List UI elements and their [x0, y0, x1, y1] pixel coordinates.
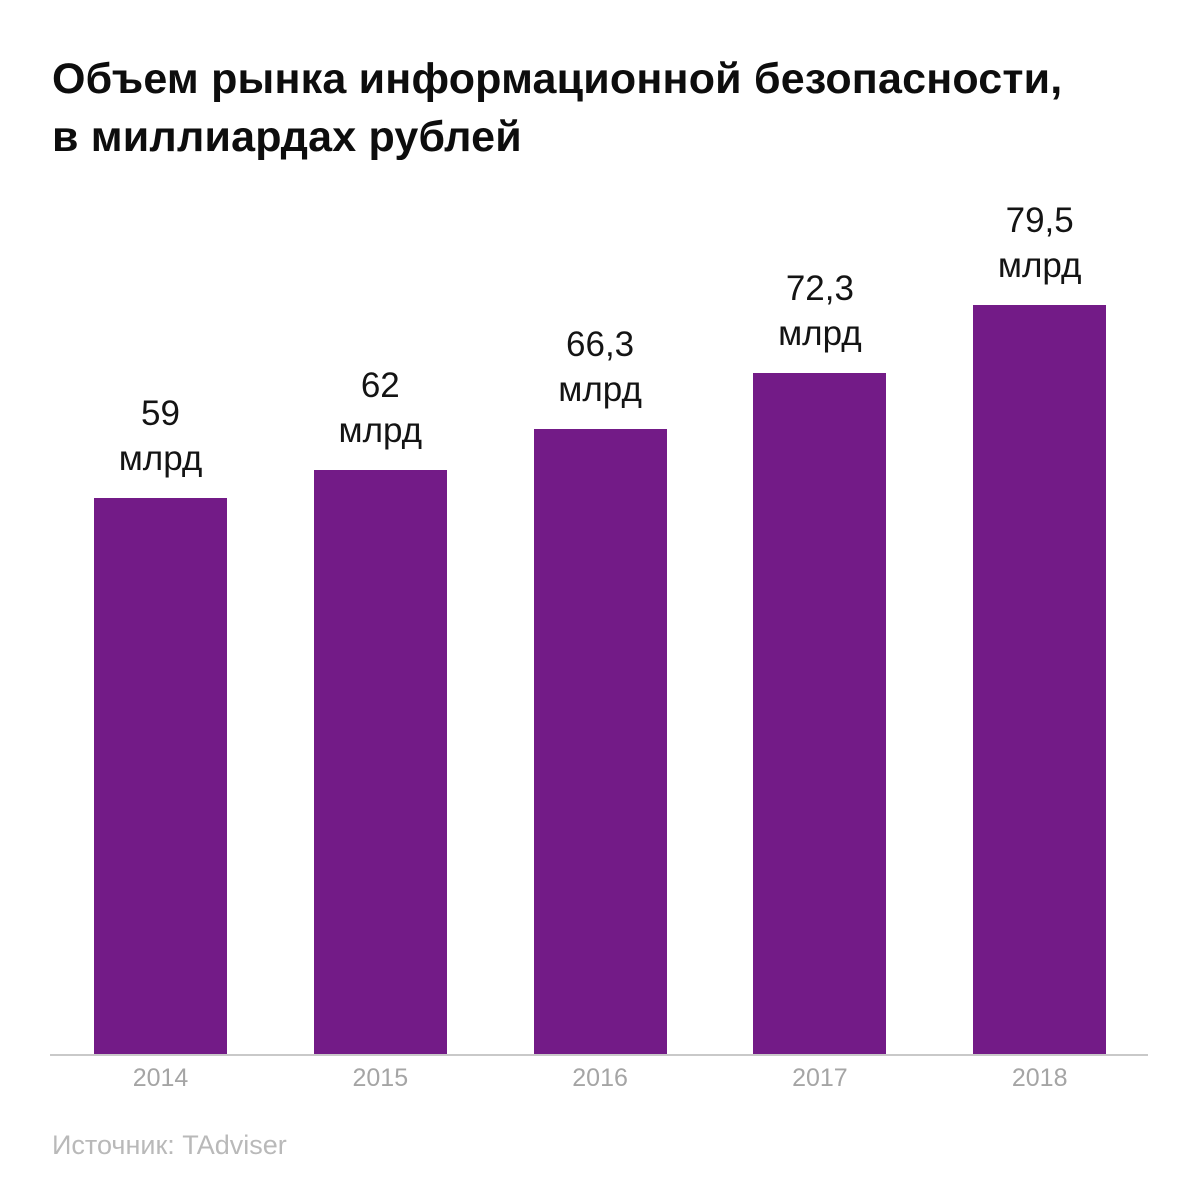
source-text: Источник: TAdviser	[52, 1130, 287, 1160]
bar-value-label-2014: 59 млрд	[118, 394, 203, 479]
bar-value-label-2018: 79,5 млрд	[997, 201, 1082, 286]
x-axis-label-2016: 2016	[572, 1064, 628, 1092]
bar-2017	[753, 373, 887, 1054]
bar-2018	[973, 305, 1107, 1054]
x-axis-label-2014: 2014	[132, 1064, 189, 1092]
x-axis-label-2015: 2015	[352, 1064, 409, 1092]
bar-value-label-2017: 72,3 млрд	[778, 269, 862, 354]
bar-value-label-2015: 62 млрд	[338, 366, 423, 451]
bar-value-label-2016: 66,3 млрд	[558, 325, 642, 410]
x-axis-label-2017: 2017	[792, 1064, 848, 1092]
bar-2016	[533, 429, 667, 1054]
bar-2015	[313, 470, 447, 1054]
bar-2014	[94, 498, 227, 1054]
x-axis-baseline	[50, 1054, 1148, 1056]
page-title: Объем рынка информационной безопасности,…	[52, 55, 1063, 162]
x-axis-label-2018: 2018	[1011, 1064, 1068, 1092]
